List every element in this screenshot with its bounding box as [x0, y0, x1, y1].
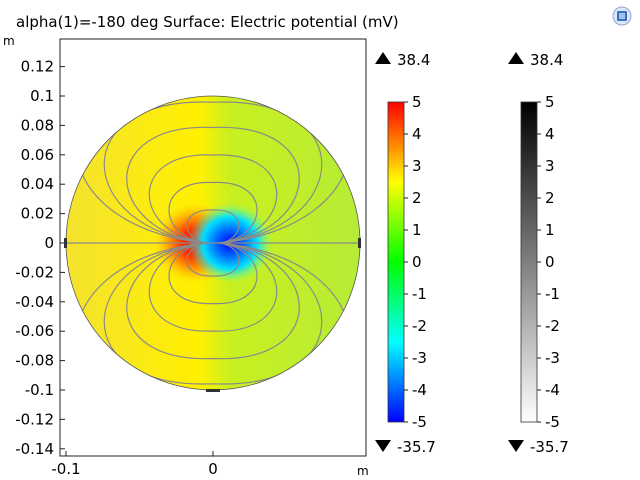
colorbar-tick-label: 3 [412, 157, 422, 175]
y-tick-label: 0.06 [21, 146, 54, 164]
y-axis: 0.12 0.1 0.08 0.06 0.04 0.02 0 -0.02 -0.04 -0.06 -… [15, 58, 65, 458]
field-line [148, 154, 278, 244]
comsol-logo-icon [612, 6, 632, 26]
y-tick-label: -0.06 [15, 322, 54, 340]
y-tick-label: -0.08 [15, 352, 54, 370]
field-line [103, 101, 323, 244]
colorbar-tick-label: 1 [412, 221, 422, 239]
field-lines [66, 96, 360, 390]
field-line [168, 242, 258, 305]
field-line [126, 126, 300, 244]
colorbar-tick-label: 3 [545, 157, 555, 175]
y-tick-label: -0.02 [15, 263, 54, 281]
max-arrow-icon [508, 52, 524, 64]
y-tick-label: 0.02 [21, 205, 54, 223]
field-line [76, 96, 350, 244]
colorbar-rainbow-ramp [387, 101, 405, 423]
y-tick-label: -0.04 [15, 293, 54, 311]
colorbar-grayscale: 38.4 5 4 3 2 1 0 -1 -2 -3 -4 -5 -35.7 [508, 51, 569, 456]
field-line [103, 242, 323, 385]
y-tick-label: -0.1 [25, 381, 54, 399]
colorbar-tick-label: 5 [412, 93, 422, 111]
y-tick-label: -0.12 [15, 410, 54, 428]
colorbar-tick-label: -1 [412, 285, 427, 303]
colorbar-rainbow: 38.4 5 4 3 2 1 0 -1 -2 -3 -4 -5 -35.7 [375, 51, 436, 456]
colorbar-tick-label: -2 [545, 317, 560, 335]
colorbar-tick-label: 2 [545, 189, 555, 207]
colorbar-min-label: -35.7 [397, 438, 436, 456]
field-line [148, 242, 278, 332]
electrode-bottom [206, 389, 220, 392]
min-arrow-icon [375, 440, 391, 452]
x-unit-label: m [357, 464, 369, 478]
y-tick-label: 0.04 [21, 175, 54, 193]
colorbar-tick-label: -1 [545, 285, 560, 303]
y-tick-label: 0 [44, 234, 54, 252]
colorbar-tick-label: 4 [412, 125, 422, 143]
plot-title: alpha(1)=-180 deg Surface: Electric pote… [16, 13, 399, 31]
x-tick-label: 0 [208, 460, 218, 478]
colorbar-grayscale-ramp [520, 101, 538, 423]
colorbar-tick-label: -5 [412, 413, 427, 431]
colorbar-tick-label: 4 [545, 125, 555, 143]
colorbar-tick-label: -5 [545, 413, 560, 431]
colorbar-max-label: 38.4 [397, 51, 430, 69]
min-arrow-icon [508, 440, 524, 452]
electrode-left [64, 238, 67, 248]
field-line [186, 242, 240, 277]
field-line [186, 209, 240, 244]
colorbar-tick-label: 0 [412, 253, 422, 271]
x-axis: -0.1 0 [51, 451, 218, 478]
x-tick-label: -0.1 [51, 460, 80, 478]
colorbar-max-label: 38.4 [530, 51, 563, 69]
colorbar-tick-label: -3 [545, 349, 560, 367]
electrode-right [358, 238, 361, 248]
potential-surface [66, 96, 360, 390]
y-unit-label: m [3, 34, 15, 48]
colorbar-tick-label: -4 [412, 381, 427, 399]
y-tick-label: 0.12 [21, 58, 54, 76]
colorbar-tick-label: 1 [545, 221, 555, 239]
field-line [76, 242, 350, 390]
y-tick-label: 0.08 [21, 116, 54, 134]
colorbar-tick-label: 0 [545, 253, 555, 271]
colorbar-tick-label: -2 [412, 317, 427, 335]
colorbar-tick-label: -3 [412, 349, 427, 367]
y-tick-label: -0.14 [15, 440, 54, 458]
colorbar-min-label: -35.7 [530, 438, 569, 456]
colorbar-tick-label: 5 [545, 93, 555, 111]
field-line [168, 181, 258, 244]
colorbar-tick-label: 2 [412, 189, 422, 207]
colorbar-tick-label: -4 [545, 381, 560, 399]
y-tick-label: 0.1 [30, 87, 54, 105]
field-line [126, 242, 300, 360]
max-arrow-icon [375, 52, 391, 64]
